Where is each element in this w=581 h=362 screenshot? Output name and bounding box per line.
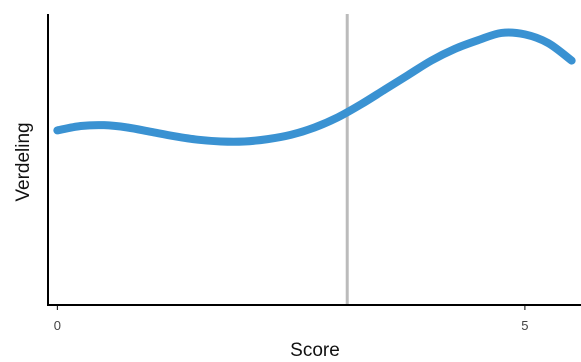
x-tick-label: 5 [521,318,528,333]
plot-area [53,14,576,305]
x-axis-title: Score [290,340,340,361]
density-curve [53,28,576,146]
x-tick-label: 0 [54,318,61,333]
y-axis-title: Verdeling [13,122,34,201]
